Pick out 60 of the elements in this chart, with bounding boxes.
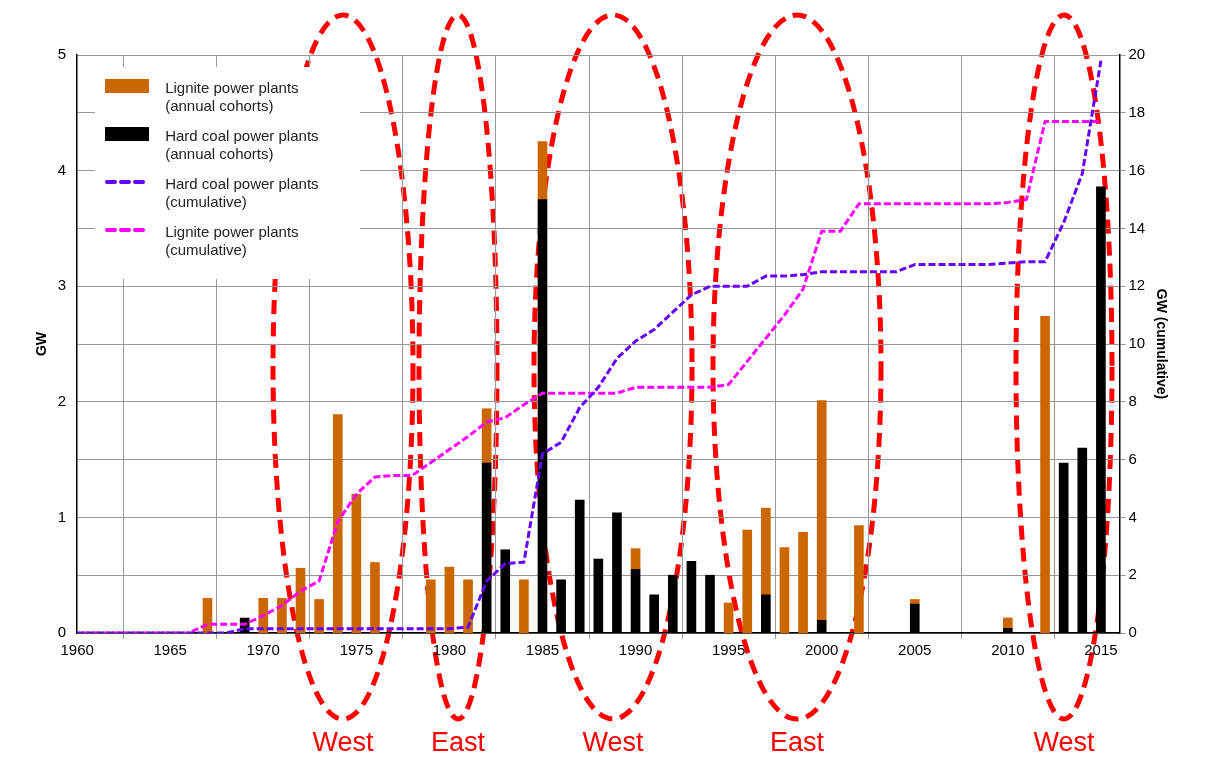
y-tick-label: 1 bbox=[57, 507, 67, 525]
bar bbox=[909, 599, 920, 605]
legend-label: Hard coal power plants (cumulative) bbox=[165, 175, 320, 211]
bar bbox=[425, 579, 436, 633]
y2-tick-label: 6 bbox=[1128, 449, 1137, 467]
legend-label: Hard coal power plants (annual cohorts) bbox=[165, 127, 320, 163]
bar bbox=[1040, 315, 1050, 633]
bar bbox=[332, 414, 343, 633]
y-tick-label: 2 bbox=[57, 391, 67, 409]
text: East bbox=[769, 727, 825, 758]
text: East bbox=[430, 727, 486, 758]
x-tick-label: 1995 bbox=[711, 641, 746, 659]
y2-tick-label: 18 bbox=[1128, 102, 1146, 120]
y-tick-label: 0 bbox=[57, 623, 67, 641]
x-tick-label: 1965 bbox=[153, 641, 187, 659]
y2-tick-label: 20 bbox=[1128, 45, 1146, 63]
bar bbox=[798, 532, 808, 633]
y2-tick-label: 10 bbox=[1128, 334, 1146, 352]
x-tick-label: 2010 bbox=[991, 641, 1025, 659]
x-tick-label: 1960 bbox=[60, 641, 94, 659]
bar bbox=[444, 566, 455, 633]
y2-tick-label: 14 bbox=[1128, 218, 1146, 236]
y2-tick-label: 4 bbox=[1128, 507, 1137, 525]
bar bbox=[537, 141, 548, 200]
y2-axis-title: GW (cumulative) bbox=[1153, 288, 1170, 400]
text: West bbox=[312, 727, 374, 758]
bar bbox=[519, 579, 529, 633]
x-tick-label: 1990 bbox=[618, 641, 653, 659]
bar bbox=[779, 547, 790, 633]
bar bbox=[723, 602, 734, 633]
text: West bbox=[582, 727, 644, 758]
text: West bbox=[1033, 727, 1095, 758]
y-axis-title: GW bbox=[33, 331, 50, 357]
y-tick-label: 3 bbox=[57, 276, 67, 294]
bar bbox=[816, 400, 827, 621]
bar bbox=[314, 599, 324, 633]
bar bbox=[761, 507, 771, 596]
bar bbox=[630, 548, 641, 570]
legend-label: Lignite power plants (annual cohorts) bbox=[165, 79, 300, 115]
x-tick-label: 2015 bbox=[1084, 641, 1118, 659]
bar bbox=[742, 529, 753, 633]
x-tick-label: 2000 bbox=[805, 641, 839, 659]
x-tick-label: 1975 bbox=[339, 641, 374, 659]
x-tick-label: 1970 bbox=[246, 641, 280, 659]
x-tick-label: 2005 bbox=[898, 641, 932, 659]
bar bbox=[463, 579, 473, 633]
bar bbox=[351, 493, 362, 633]
y-tick-label: 5 bbox=[57, 45, 67, 63]
y2-tick-label: 2 bbox=[1128, 565, 1137, 583]
y2-tick-label: 12 bbox=[1128, 276, 1146, 294]
bar bbox=[370, 562, 380, 633]
x-tick-label: 1985 bbox=[525, 641, 560, 659]
bar bbox=[854, 525, 864, 633]
x-tick-label: 1980 bbox=[432, 641, 467, 659]
legend-label: Lignite power plants (cumulative) bbox=[165, 223, 300, 259]
y2-tick-label: 8 bbox=[1128, 391, 1137, 409]
y2-tick-label: 16 bbox=[1128, 160, 1146, 178]
bar bbox=[1003, 617, 1013, 629]
y2-tick-label: 0 bbox=[1128, 623, 1137, 641]
y-tick-label: 4 bbox=[57, 160, 67, 178]
